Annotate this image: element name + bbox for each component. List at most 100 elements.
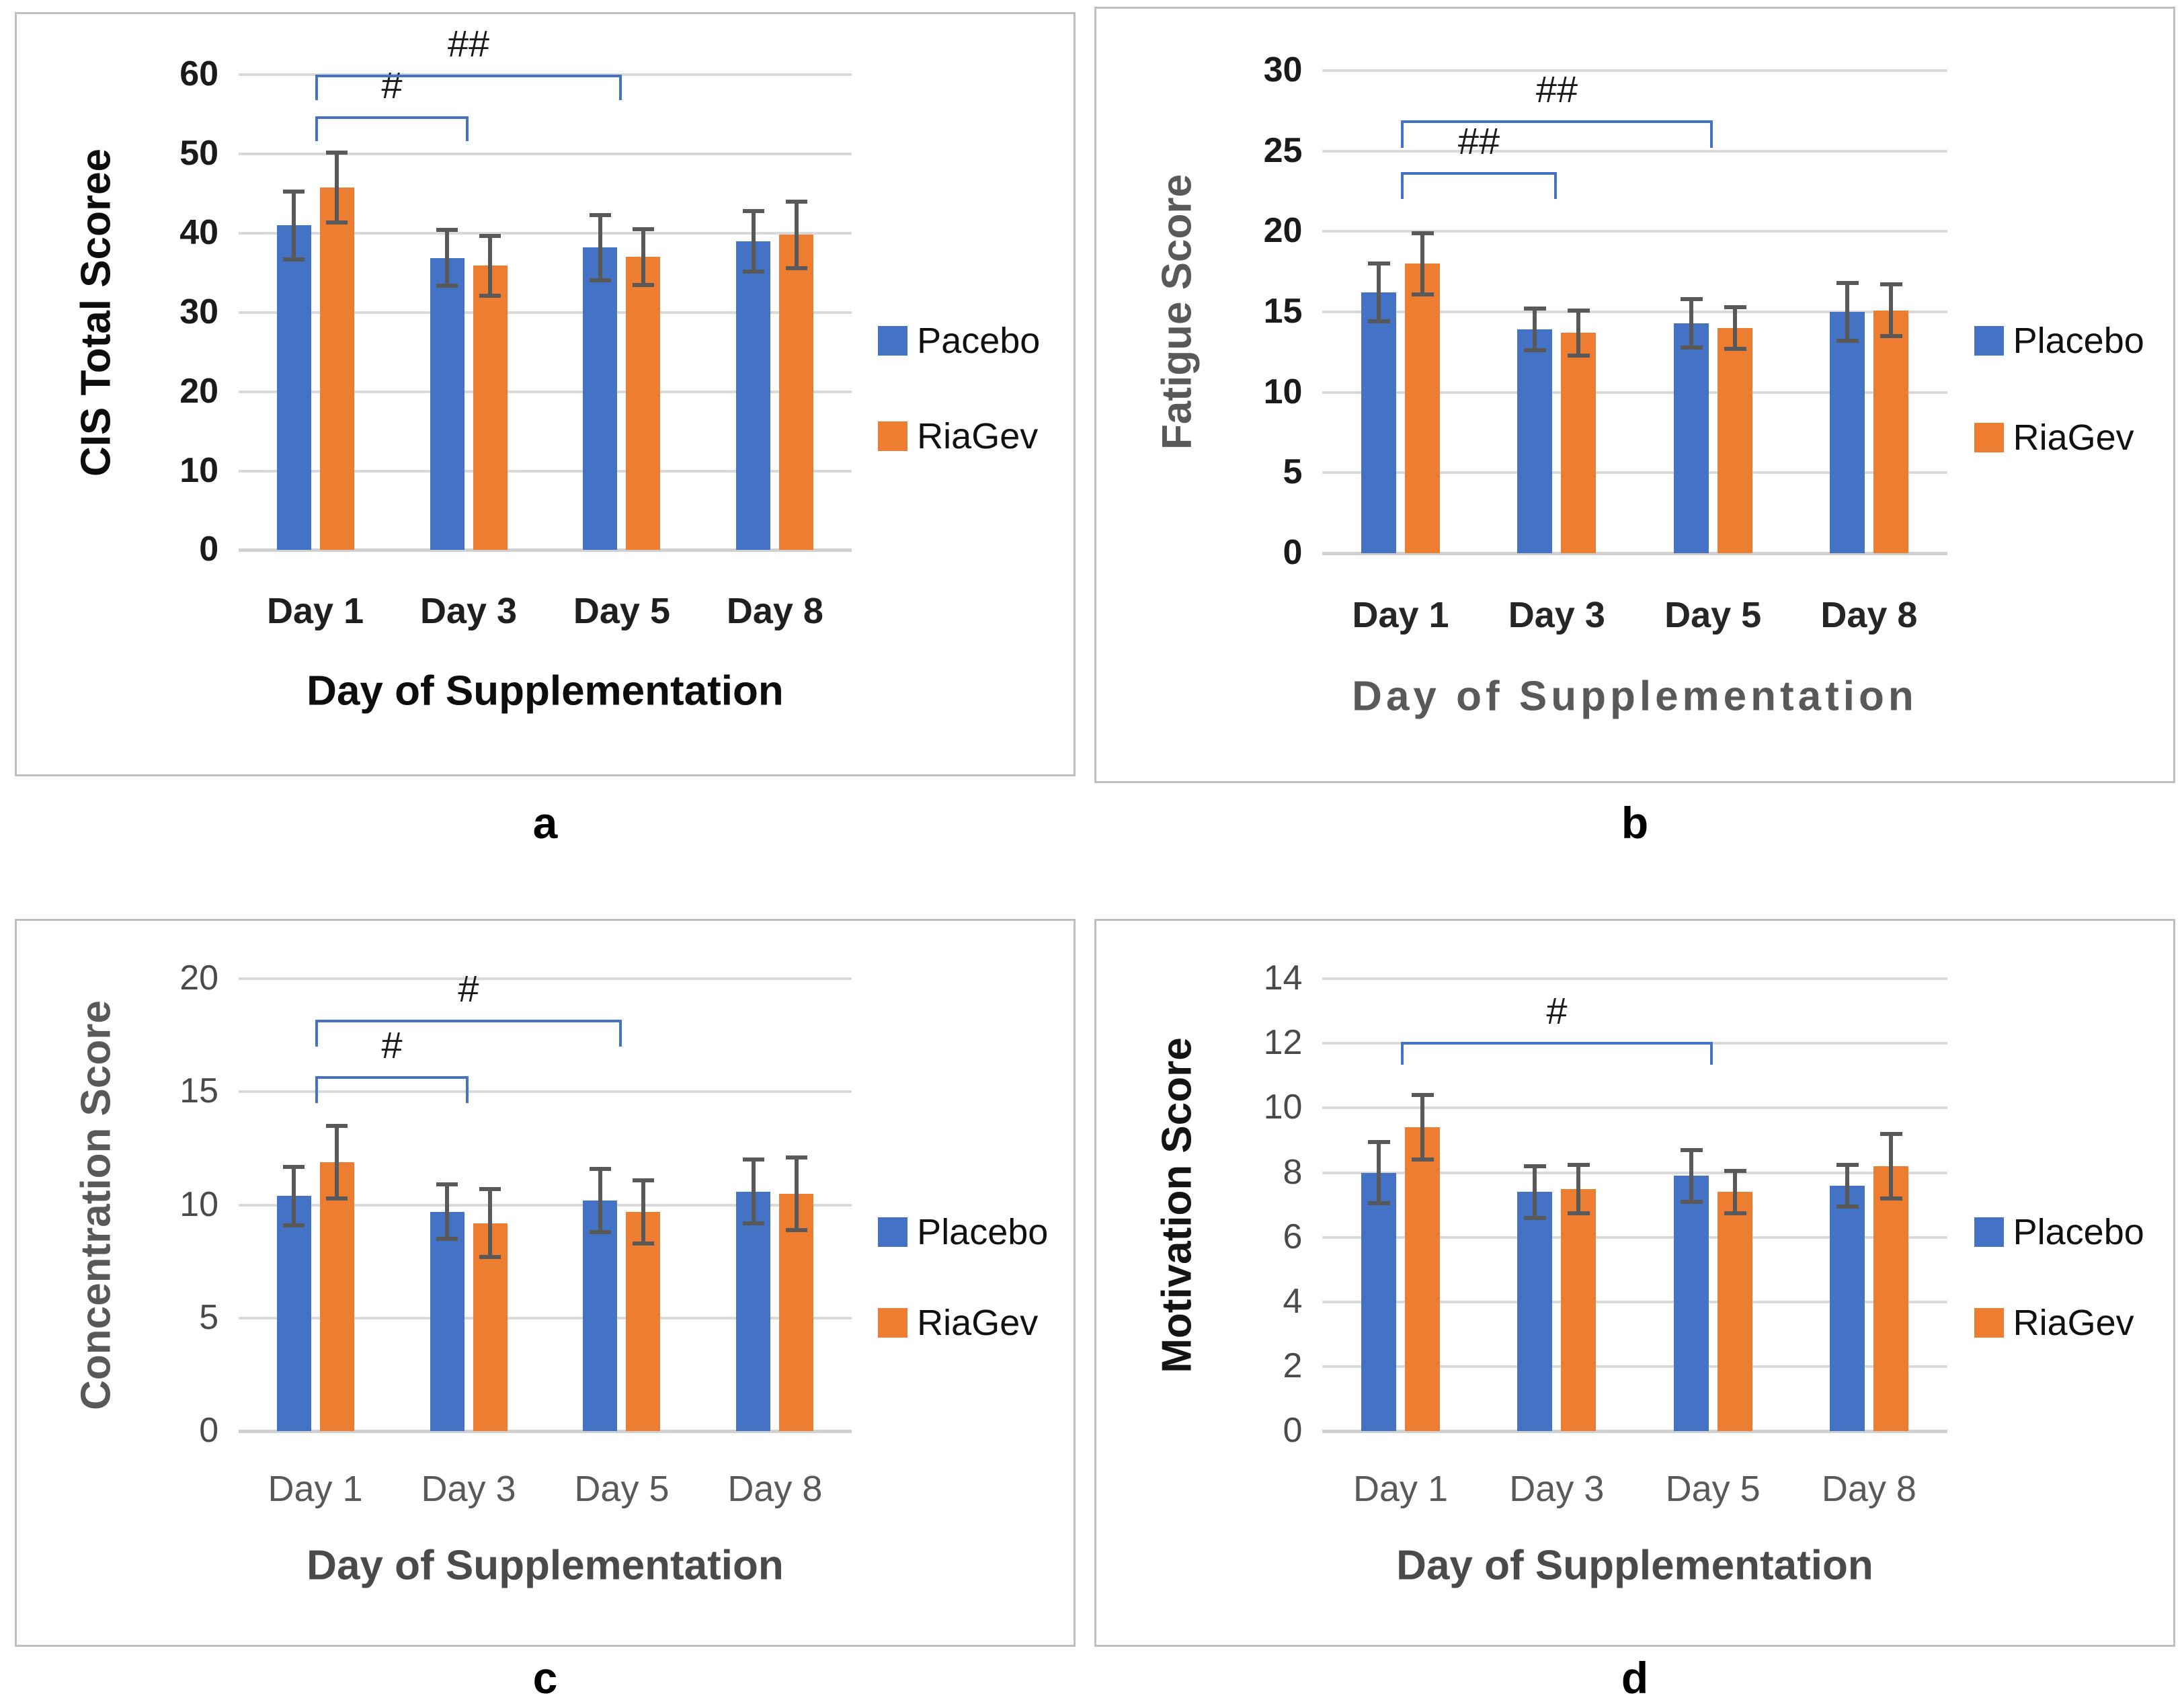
bar-riagev-day-8 [779,235,813,551]
error-cap-bottom-placebo-day-5 [1680,345,1703,350]
error-cap-top-riagev-day-3 [479,234,501,238]
error-line-placebo-day-5 [1689,299,1693,348]
gridline-20 [239,977,852,980]
significance-bracket-line-1 [1401,120,1713,123]
cat-label-day-5: Day 5 [1664,594,1762,635]
error-cap-top-pacebo-day-3 [436,228,458,232]
cat-label-day-8: Day 8 [1821,1469,1916,1510]
error-cap-top-placebo-day-8 [743,1157,764,1162]
ytick-0: 0 [199,1410,219,1450]
gridline-0 [1322,1430,1947,1433]
bar-riagev-day-1 [320,1162,354,1432]
gridline-50 [239,153,852,155]
significance-bracket-drop-right-0 [466,1076,469,1103]
legend-swatch-riagev [878,1307,908,1338]
legend-label-riagev: RiaGev [2013,417,2134,458]
x-axis-title: Day of Supplementation [307,667,784,715]
ytick-0: 0 [199,529,219,569]
significance-bracket-drop-left-0 [1401,1042,1404,1065]
gridline-4 [1322,1301,1947,1303]
gridline-25 [1322,150,1947,153]
error-cap-bottom-placebo-day-5 [1680,1200,1703,1204]
error-line-riagev-day-5 [641,1180,645,1244]
significance-bracket-drop-left-0 [315,1076,318,1103]
ytick-25: 25 [1263,130,1303,170]
ytick-40: 40 [179,212,219,252]
y-axis-title: CIS Total Scoree [73,148,120,477]
gridline-0 [239,1430,852,1433]
error-line-riagev-day-3 [1576,1165,1580,1213]
bar-riagev-day-1 [1405,263,1440,554]
gridline-5 [1322,471,1947,474]
ytick-60: 60 [179,54,219,93]
gridline-10 [1322,1106,1947,1109]
bar-placebo-day-1 [1361,292,1396,554]
legend-label-riagev: RiaGev [917,415,1039,456]
error-cap-bottom-riagev-day-8 [1880,334,1902,338]
error-line-riagev-day-8 [1889,284,1893,336]
ytick-4: 4 [1283,1281,1303,1321]
error-line-placebo-day-3 [445,1184,449,1239]
legend-swatch-riagev [1974,422,2004,452]
error-cap-top-riagev-day-5 [633,1178,654,1182]
bar-riagev-day-3 [1561,1189,1596,1432]
ytick-0: 0 [1283,1410,1303,1450]
error-cap-top-placebo-day-5 [590,1167,611,1171]
ytick-0: 0 [1283,532,1303,572]
chart-panel-cis-total-score: 0 10 20 30 40 50 60 # ## Day 1 Day 3 Day 5 Day 8 Day … [15,12,1076,776]
gridline-20 [1322,230,1947,233]
significance-bracket-drop-right-0 [466,116,469,141]
error-cap-top-riagev-day-8 [786,1155,807,1160]
error-line-placebo-day-3 [1533,309,1537,350]
error-cap-top-placebo-day-5 [1680,1148,1703,1152]
bar-placebo-day-8 [1830,312,1865,554]
significance-bracket-line-0 [1401,1042,1713,1045]
significance-bracket-drop-left-0 [1401,172,1404,199]
significance-bracket-line-0 [315,116,469,119]
bar-riagev-day-1 [320,188,354,551]
error-cap-bottom-riagev-day-3 [479,294,501,298]
error-cap-bottom-placebo-day-8 [1836,1205,1859,1209]
cat-label-day-3: Day 3 [1508,594,1605,635]
legend-swatch-placebo [878,1217,908,1248]
error-line-placebo-day-3 [1533,1166,1537,1218]
gridline-0 [239,548,852,552]
ytick-20: 20 [1263,210,1303,250]
error-cap-bottom-riagev-day-5 [633,283,654,287]
bar-placebo-day-1 [1361,1173,1396,1432]
error-cap-top-placebo-day-8 [1836,1163,1859,1167]
error-cap-top-riagev-day-1 [1411,1093,1434,1097]
cat-label-day-8: Day 8 [727,1469,823,1510]
error-cap-bottom-pacebo-day-8 [743,270,764,274]
error-cap-bottom-placebo-day-8 [1836,339,1859,343]
error-cap-top-placebo-day-1 [1367,261,1390,266]
error-cap-bottom-riagev-day-3 [1567,1211,1590,1215]
error-cap-top-pacebo-day-8 [743,209,764,213]
ytick-50: 50 [179,133,219,173]
error-cap-bottom-placebo-day-5 [590,1230,611,1234]
significance-label-1: ## [1535,68,1578,110]
significance-label-0: # [381,1024,403,1066]
legend-label-riagev: RiaGev [917,1302,1039,1343]
error-line-riagev-day-5 [641,229,645,285]
x-axis-title: Day of Supplementation [307,1542,784,1589]
cat-label-day-3: Day 3 [421,1469,516,1510]
ytick-20: 20 [179,958,219,998]
bar-pacebo-day-1 [277,225,311,551]
y-axis-title: Fatigue Score [1154,173,1201,450]
chart-panel-concentration-score: 0 5 10 15 20 # # Day 1 Day 3 Day 5 Day 8 Day of Sup… [15,919,1076,1647]
bar-placebo-day-8 [736,1192,770,1432]
significance-bracket-drop-left-1 [1401,120,1404,148]
error-line-pacebo-day-3 [445,230,449,286]
error-cap-top-riagev-day-3 [1567,1163,1590,1167]
error-cap-top-placebo-day-3 [1523,1164,1546,1168]
bar-placebo-day-3 [1517,329,1552,554]
error-cap-top-pacebo-day-5 [590,213,611,217]
ytick-5: 5 [199,1297,219,1337]
cat-label-day-1: Day 1 [268,1469,363,1510]
error-line-pacebo-day-1 [292,192,296,259]
panel-letter-a: a [532,798,558,848]
bar-placebo-day-8 [1830,1186,1865,1432]
bar-placebo-day-3 [430,1212,464,1432]
error-cap-bottom-riagev-day-1 [326,220,348,225]
